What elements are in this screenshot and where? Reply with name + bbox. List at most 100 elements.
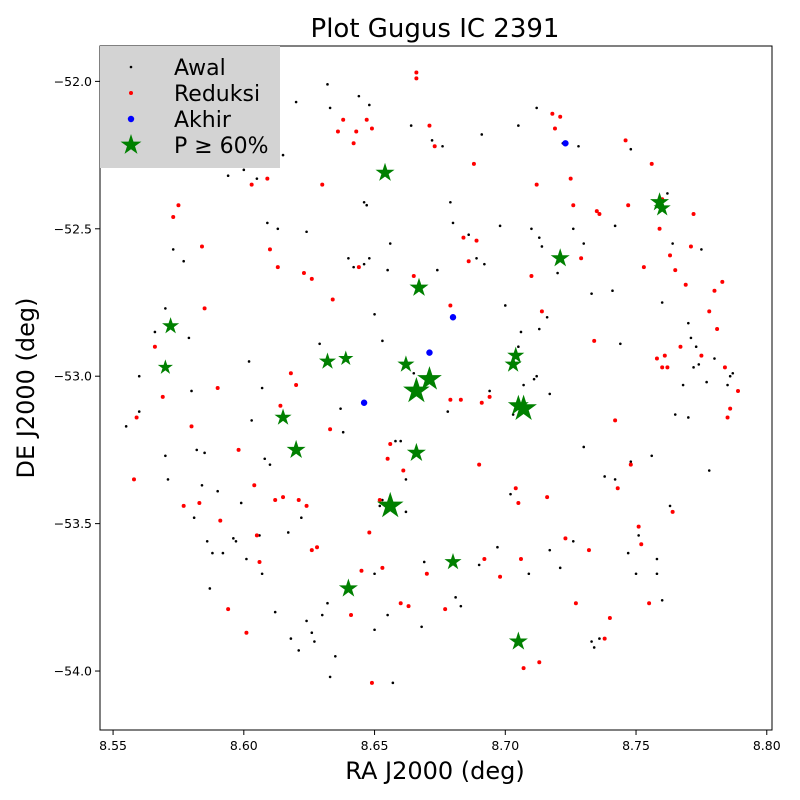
- data-point: [398, 601, 403, 606]
- data-point: [552, 126, 557, 131]
- data-point: [694, 345, 698, 349]
- data-point: [373, 572, 376, 576]
- legend-label: P ≥ 60%: [174, 134, 269, 159]
- data-point: [250, 419, 253, 422]
- data-point-star: [274, 408, 292, 425]
- y-tick-label: −54.0: [54, 664, 92, 679]
- data-point: [548, 392, 552, 396]
- legend-label: Awal: [174, 56, 226, 81]
- data-point: [666, 192, 669, 195]
- data-point: [378, 504, 382, 508]
- data-point: [665, 365, 670, 370]
- data-point: [385, 456, 390, 461]
- data-point: [498, 224, 502, 228]
- data-point: [239, 501, 243, 505]
- data-point-star: [417, 366, 442, 390]
- legend-label: Reduksi: [174, 82, 260, 107]
- data-point: [513, 486, 518, 491]
- data-point: [477, 563, 481, 567]
- data-point: [487, 394, 492, 399]
- data-point: [509, 492, 512, 496]
- data-point: [461, 235, 466, 240]
- data-point: [545, 495, 550, 500]
- data-point: [539, 309, 544, 314]
- data-point: [448, 303, 453, 308]
- data-point: [579, 256, 584, 261]
- data-point: [660, 598, 664, 602]
- data-point: [356, 265, 361, 270]
- data-point: [594, 209, 599, 214]
- y-axis-label: DE J2000 (deg): [12, 297, 40, 478]
- data-point: [451, 221, 455, 225]
- data-point: [707, 309, 712, 314]
- data-point: [354, 129, 359, 134]
- data-point: [548, 548, 552, 552]
- data-point: [647, 601, 652, 606]
- data-point: [334, 654, 337, 658]
- data-point: [300, 516, 303, 520]
- data-point: [365, 203, 369, 207]
- data-point: [598, 637, 601, 640]
- data-point: [388, 242, 392, 245]
- data-point: [221, 551, 225, 555]
- data-point: [443, 607, 448, 612]
- data-point: [613, 418, 618, 423]
- data-point: [362, 262, 366, 266]
- data-point: [199, 244, 204, 249]
- x-axis: 8.55 8.60 8.65 8.70 8.75 8.80: [99, 730, 781, 753]
- data-point: [537, 327, 541, 331]
- x-tick-label: 8.70: [491, 738, 519, 753]
- data-point-star: [653, 199, 671, 216]
- data-point: [359, 568, 364, 573]
- data-point: [436, 268, 439, 272]
- data-point: [137, 410, 141, 413]
- data-point: [636, 524, 641, 529]
- data-point: [200, 483, 204, 487]
- data-point: [124, 425, 128, 428]
- data-point: [448, 397, 453, 402]
- data-point: [689, 336, 693, 340]
- data-point: [466, 259, 471, 264]
- data-point: [294, 383, 299, 388]
- data-point: [260, 386, 264, 390]
- data-point: [377, 498, 382, 503]
- data-point: [176, 203, 181, 208]
- data-point: [360, 399, 368, 406]
- data-point: [519, 330, 523, 334]
- data-point: [660, 301, 664, 304]
- data-point: [662, 353, 667, 358]
- data-point-star: [550, 248, 570, 267]
- data-point: [558, 114, 563, 119]
- data-point: [655, 572, 659, 576]
- data-point: [626, 203, 631, 208]
- data-point: [573, 601, 578, 606]
- data-point: [328, 106, 332, 110]
- data-point: [556, 271, 559, 275]
- data-point: [164, 307, 167, 310]
- data-point-star: [397, 355, 415, 372]
- data-point: [613, 224, 617, 228]
- data-point: [386, 268, 389, 272]
- data-point: [273, 498, 278, 503]
- data-point: [475, 256, 478, 260]
- data-point: [289, 637, 293, 640]
- data-point: [362, 200, 366, 204]
- data-point: [449, 200, 452, 204]
- data-point: [373, 312, 376, 316]
- x-tick-label: 8.80: [753, 738, 781, 753]
- data-point: [202, 306, 207, 311]
- data-point: [232, 537, 235, 540]
- data-point: [349, 613, 354, 618]
- data-point: [182, 259, 185, 263]
- data-point-star: [409, 277, 429, 296]
- data-point: [537, 660, 542, 665]
- data-point: [234, 540, 238, 543]
- data-point: [660, 365, 665, 370]
- data-point: [288, 371, 293, 376]
- data-point: [637, 534, 640, 537]
- data-point: [668, 504, 672, 508]
- data-point: [683, 282, 688, 287]
- data-point-star: [650, 192, 670, 211]
- data-point: [373, 628, 376, 632]
